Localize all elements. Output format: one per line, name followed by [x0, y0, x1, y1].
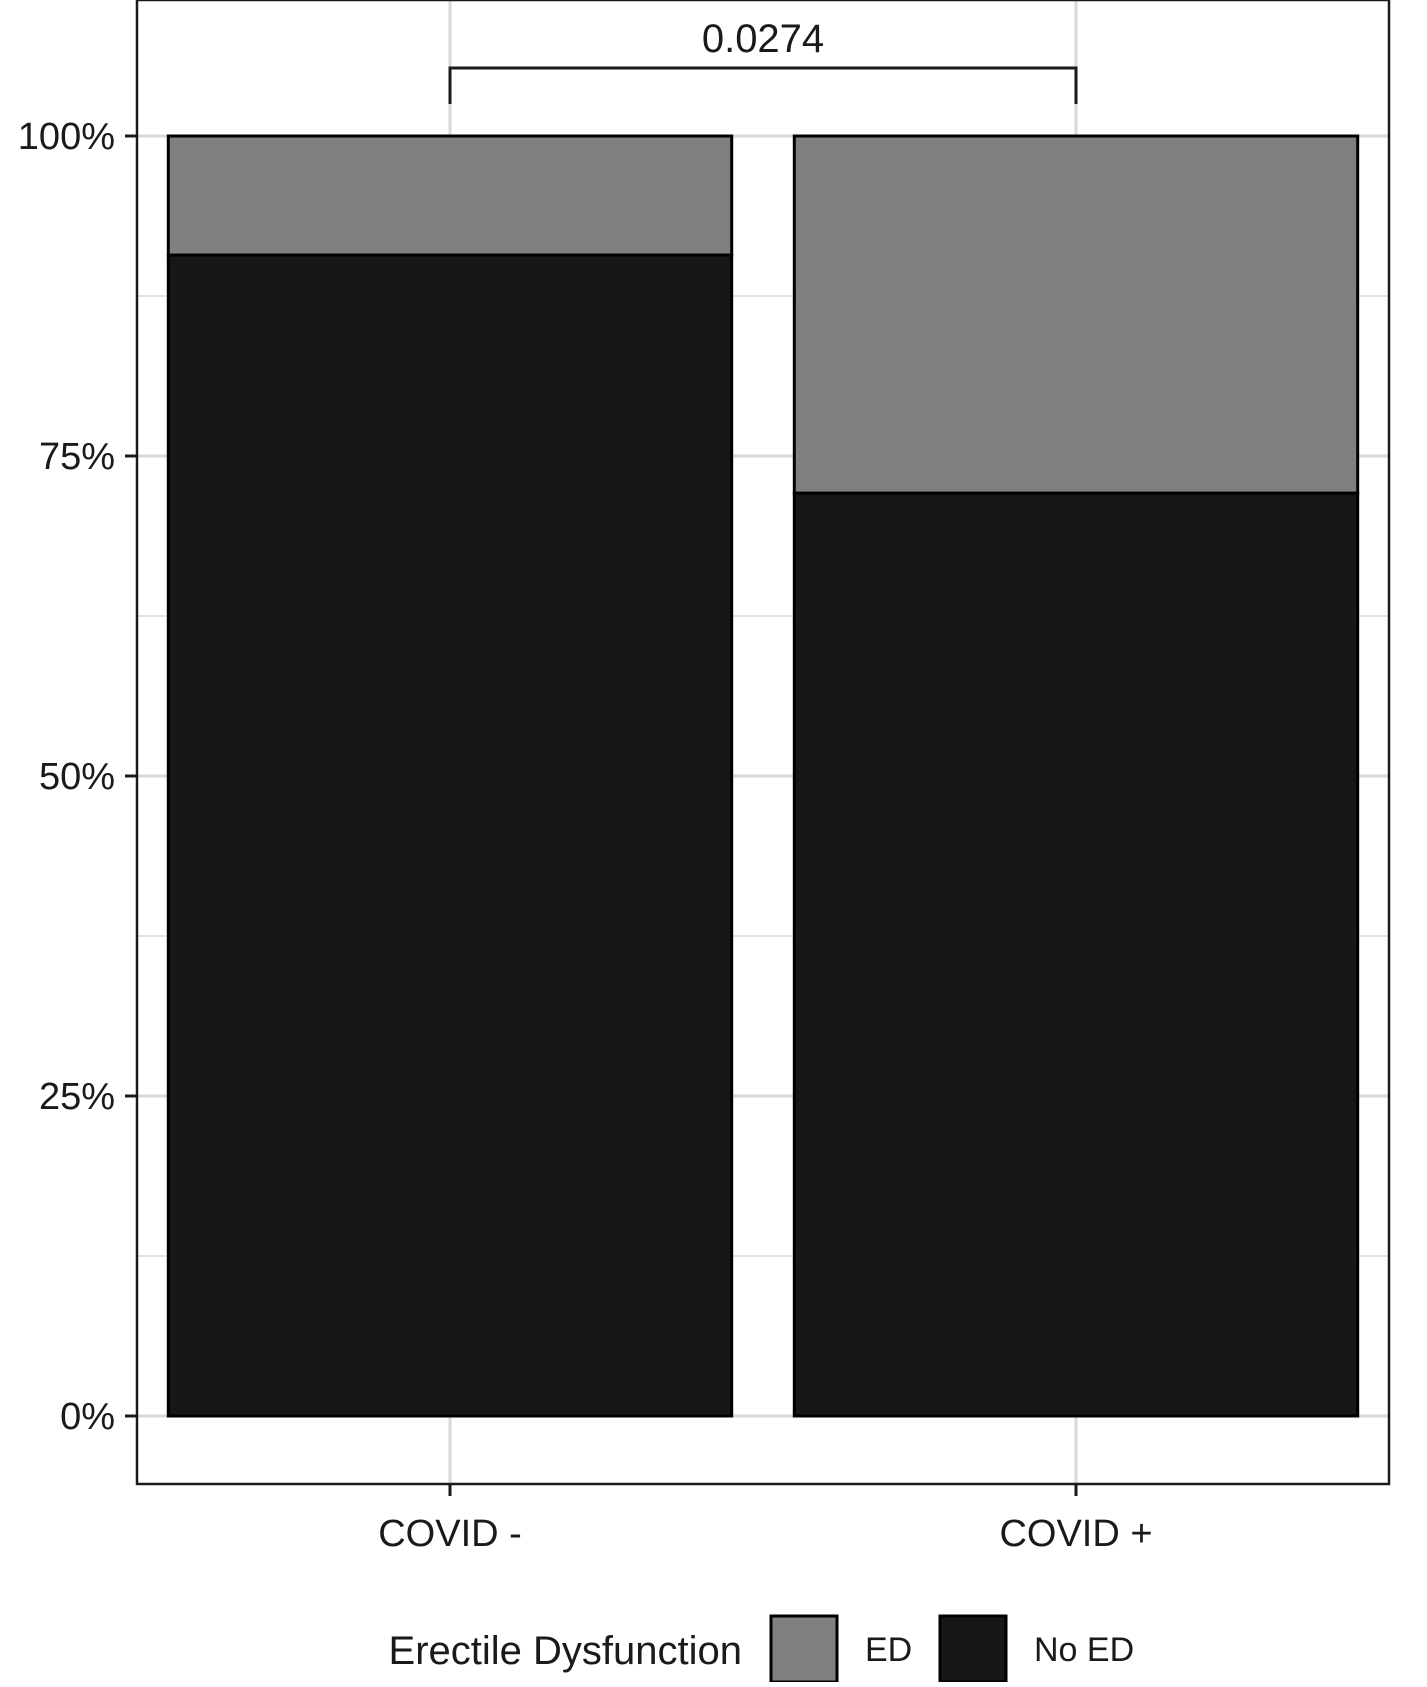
legend-key-ed: [769, 1614, 839, 1684]
x-tick-label: COVID +: [999, 1513, 1152, 1555]
y-tick-label: 75%: [39, 436, 115, 478]
y-axis: 0% 25% 50% 75% 100%: [18, 116, 137, 1438]
significance-bracket: 0.0274: [448, 17, 1078, 104]
legend: Erectile Dysfunction ED No ED: [389, 1614, 1134, 1684]
bar-segment-ed: [792, 134, 1360, 495]
y-tick-label: 0%: [60, 1396, 115, 1438]
legend-title: Erectile Dysfunction: [389, 1629, 742, 1673]
bar-segment-no-ed: [166, 253, 734, 1418]
bar-segment-no-ed: [792, 491, 1360, 1418]
bars: [166, 134, 1360, 1418]
legend-key-no-ed: [938, 1614, 1008, 1684]
panel-border: [135, 0, 1391, 1486]
x-tick-label: COVID -: [378, 1513, 522, 1555]
bar-segment-ed: [166, 134, 734, 257]
x-axis: COVID - COVID +: [378, 1484, 1153, 1555]
y-tick-label: 25%: [39, 1076, 115, 1118]
significance-bracket-line: [448, 66, 1078, 104]
legend-label: ED: [865, 1631, 912, 1669]
y-tick-label: 100%: [18, 116, 115, 158]
legend-items: ED No ED: [769, 1614, 1134, 1684]
significance-p-value: 0.0274: [702, 17, 824, 61]
y-tick-label: 50%: [39, 756, 115, 798]
legend-label: No ED: [1034, 1631, 1134, 1669]
